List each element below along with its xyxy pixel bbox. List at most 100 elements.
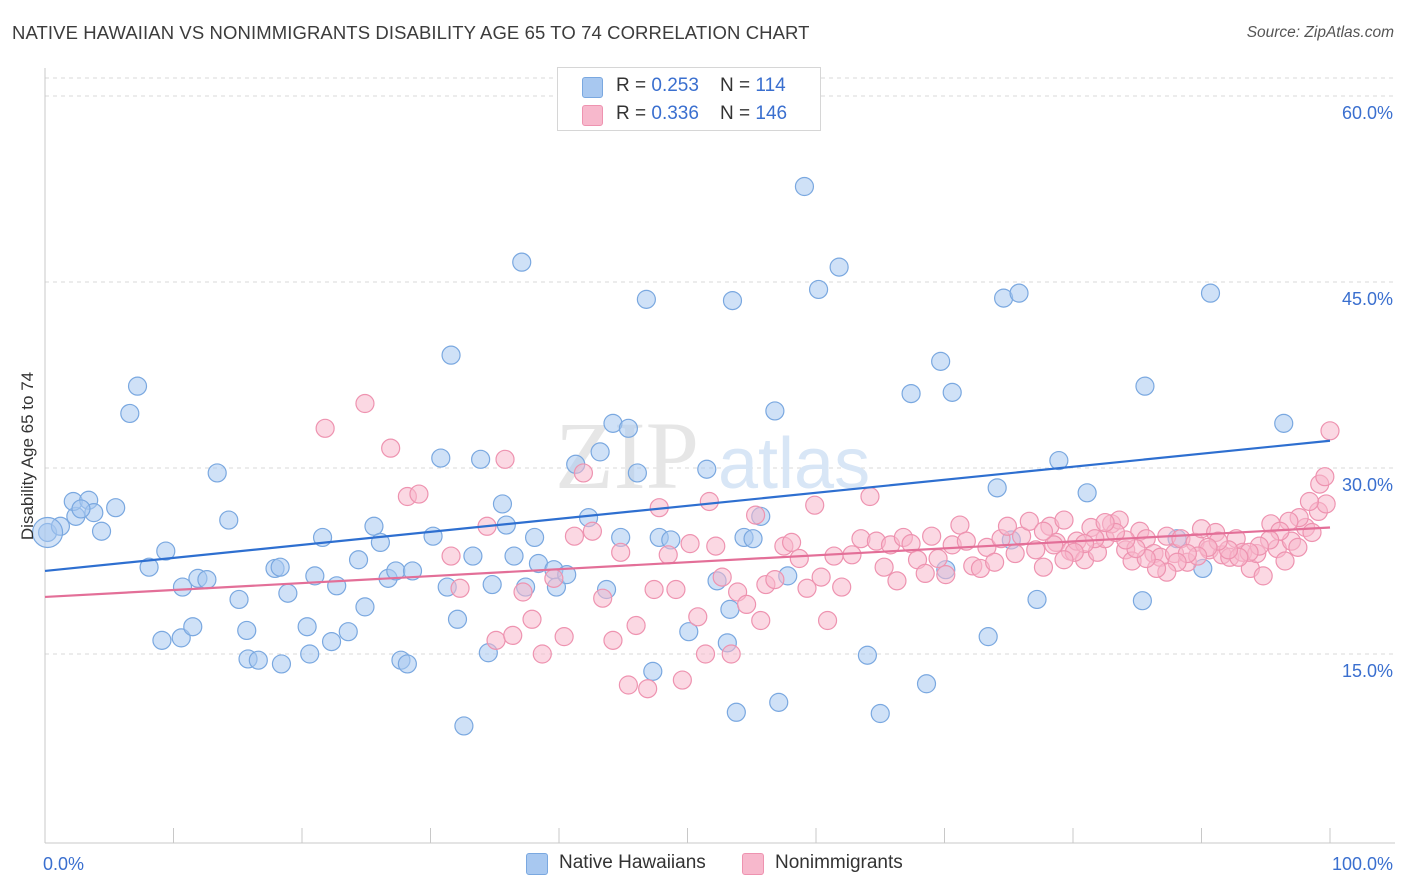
legend-swatch-pink bbox=[742, 853, 764, 875]
y-tick-label: 30.0% bbox=[1342, 475, 1393, 495]
data-point bbox=[171, 628, 191, 648]
data-point bbox=[544, 568, 564, 588]
data-point bbox=[1274, 413, 1294, 433]
data-point bbox=[270, 557, 290, 577]
data-point bbox=[524, 527, 545, 548]
data-point bbox=[842, 545, 862, 565]
data-point bbox=[156, 541, 176, 561]
data-point bbox=[1320, 421, 1340, 441]
data-point bbox=[618, 418, 638, 438]
data-point bbox=[769, 692, 789, 712]
n-label: N = bbox=[720, 75, 756, 96]
data-point bbox=[1077, 483, 1097, 503]
data-point bbox=[197, 569, 217, 590]
series-native-hawaiians bbox=[31, 176, 1294, 736]
data-point bbox=[672, 670, 692, 690]
data-point bbox=[726, 702, 746, 722]
data-point bbox=[789, 548, 809, 569]
data-point bbox=[722, 291, 743, 311]
data-point bbox=[219, 510, 239, 530]
data-point bbox=[765, 569, 785, 590]
watermark-atlas: atlas bbox=[718, 424, 870, 504]
data-point bbox=[207, 463, 227, 483]
data-point bbox=[680, 534, 700, 554]
data-point bbox=[697, 459, 717, 479]
y-tick-label: 60.0% bbox=[1342, 103, 1393, 123]
data-point bbox=[1005, 543, 1025, 564]
data-point bbox=[901, 384, 921, 404]
data-point bbox=[402, 561, 423, 581]
data-point bbox=[860, 486, 880, 507]
data-point bbox=[315, 418, 335, 438]
data-point bbox=[300, 644, 320, 664]
data-point bbox=[348, 550, 369, 570]
data-point bbox=[463, 546, 483, 566]
data-point bbox=[720, 599, 740, 619]
data-point bbox=[737, 594, 757, 615]
data-point bbox=[1026, 540, 1046, 560]
data-point bbox=[1033, 557, 1054, 577]
n-value: 146 bbox=[755, 103, 788, 124]
source-label: Source: ZipAtlas.com bbox=[1246, 24, 1394, 41]
data-point bbox=[1095, 512, 1115, 533]
data-point bbox=[593, 588, 613, 608]
data-point bbox=[106, 498, 126, 518]
data-point bbox=[765, 401, 785, 421]
data-point bbox=[1009, 283, 1029, 303]
data-point bbox=[916, 674, 937, 694]
n-value: 114 bbox=[755, 75, 786, 96]
data-point bbox=[492, 494, 513, 514]
r-label: R = bbox=[616, 75, 652, 96]
data-point bbox=[471, 449, 491, 469]
data-point bbox=[1044, 535, 1064, 555]
legend-swatch-pink bbox=[582, 105, 603, 126]
data-point bbox=[183, 617, 203, 637]
data-point bbox=[409, 484, 429, 504]
data-point bbox=[1315, 467, 1335, 487]
data-point bbox=[1132, 591, 1152, 611]
data-point bbox=[582, 521, 603, 541]
data-point bbox=[590, 442, 610, 462]
data-point bbox=[808, 279, 829, 300]
r-label: R = bbox=[616, 103, 652, 124]
data-point bbox=[928, 548, 948, 569]
y-axis-label: Disability Age 65 to 74 bbox=[18, 372, 37, 540]
data-point bbox=[829, 257, 849, 277]
data-point bbox=[120, 403, 140, 424]
data-point bbox=[603, 630, 623, 650]
data-point bbox=[978, 627, 998, 647]
data-point bbox=[1019, 511, 1039, 531]
legend-swatch-blue bbox=[582, 77, 603, 98]
legend-swatch-blue bbox=[526, 853, 548, 875]
data-point bbox=[532, 644, 552, 664]
data-point bbox=[271, 654, 292, 674]
data-point bbox=[679, 622, 699, 642]
r-value: 0.336 bbox=[651, 103, 699, 124]
data-point bbox=[1054, 510, 1074, 530]
data-point bbox=[305, 566, 325, 586]
data-point bbox=[1200, 283, 1221, 303]
data-point bbox=[172, 577, 193, 597]
data-point bbox=[794, 176, 815, 197]
data-point bbox=[956, 531, 976, 551]
data-point bbox=[503, 625, 523, 646]
data-point bbox=[381, 438, 401, 458]
data-point bbox=[985, 552, 1005, 572]
data-point bbox=[229, 589, 249, 610]
data-point bbox=[811, 567, 831, 587]
x-tick-label: 0.0% bbox=[43, 854, 84, 874]
data-point bbox=[915, 563, 935, 584]
data-point bbox=[997, 516, 1018, 536]
data-point bbox=[950, 515, 970, 535]
data-point bbox=[447, 609, 468, 629]
data-point bbox=[152, 630, 172, 650]
data-point bbox=[522, 609, 542, 629]
data-point bbox=[638, 679, 658, 699]
data-point bbox=[1054, 550, 1074, 570]
data-point bbox=[1288, 537, 1308, 557]
data-point bbox=[817, 610, 838, 631]
data-point bbox=[618, 675, 638, 695]
data-point bbox=[643, 661, 663, 681]
data-point bbox=[1049, 450, 1069, 471]
